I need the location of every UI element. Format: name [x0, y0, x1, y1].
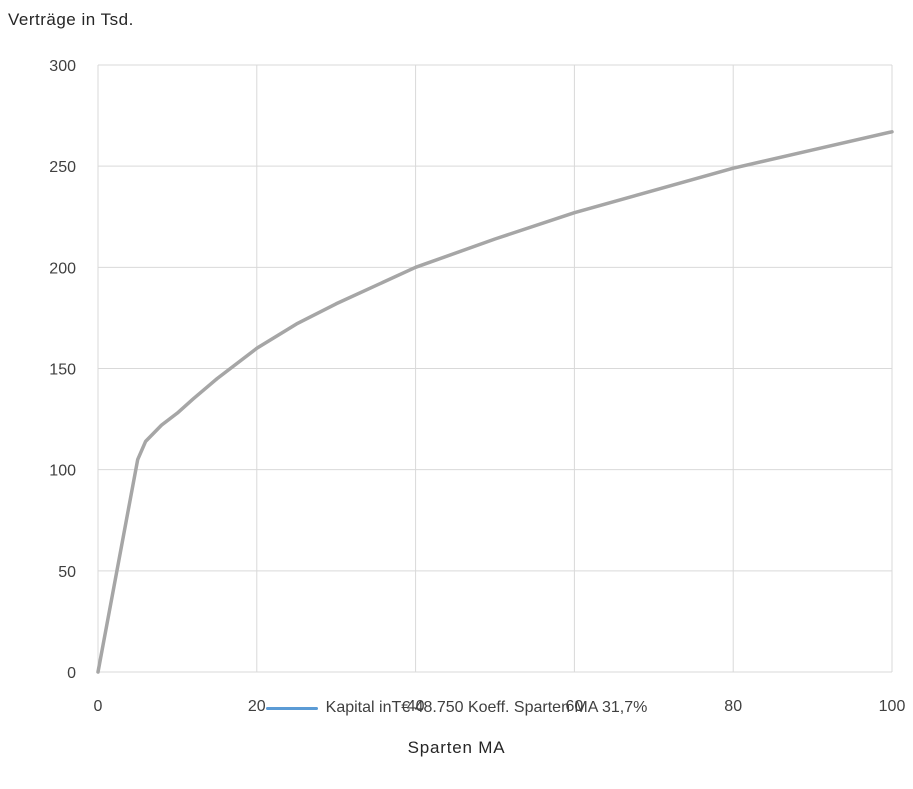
- y-tick-label: 300: [49, 58, 76, 75]
- legend-swatch: [265, 706, 318, 710]
- legend: Kapital inT€ 48.750 Koeff. Sparten MA 31…: [0, 699, 913, 717]
- x-tick-label: 100: [879, 698, 906, 715]
- y-tick-label: 150: [49, 362, 76, 379]
- tick-labels: 0 50 100 150 200 250 300 0 20 40 60 80 100: [49, 58, 905, 715]
- x-axis-title: Sparten MA: [407, 738, 506, 757]
- x-tick-label: 20: [248, 698, 266, 715]
- gridlines: [98, 64, 893, 672]
- y-tick-label: 50: [58, 564, 76, 581]
- y-tick-label: 200: [49, 260, 76, 277]
- x-tick-label: 60: [566, 698, 584, 715]
- y-tick-label: 100: [49, 463, 76, 480]
- y-axis-title: Verträge in Tsd.: [8, 10, 134, 29]
- y-tick-label: 250: [49, 159, 76, 176]
- x-tick-label: 0: [94, 698, 103, 715]
- series-line-0: [96, 130, 894, 674]
- x-tick-label: 40: [407, 698, 425, 715]
- y-tick-label: 0: [67, 665, 76, 682]
- legend-label: Kapital inT€ 48.750 Koeff. Sparten MA 31…: [325, 699, 648, 716]
- series-lines: [96, 130, 894, 674]
- x-tick-label: 80: [724, 698, 742, 715]
- axes: [97, 65, 892, 673]
